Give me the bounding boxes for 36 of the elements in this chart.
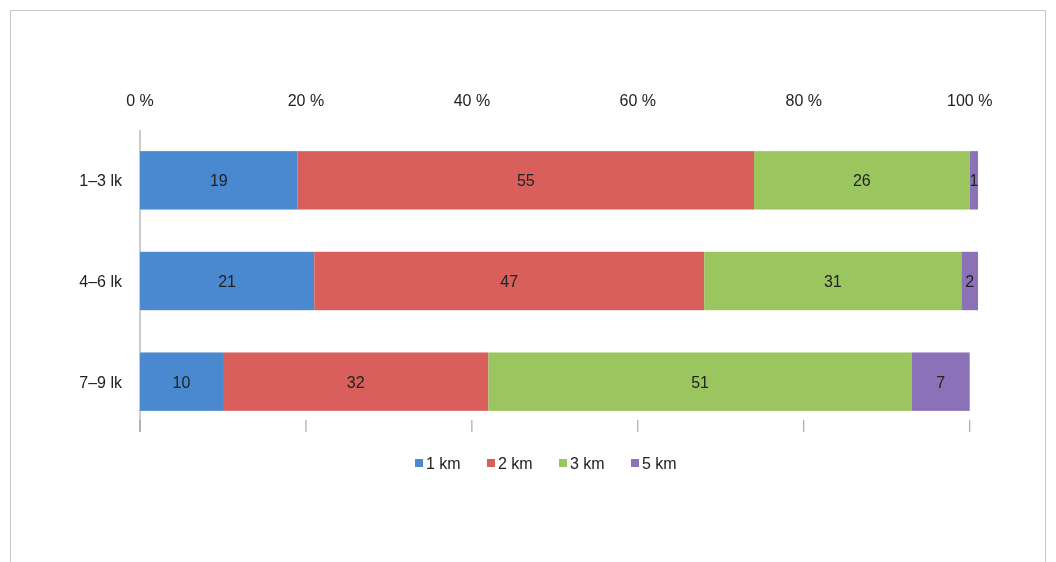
bar [488, 352, 912, 411]
data-label: 51 [691, 373, 710, 391]
bar [314, 251, 705, 311]
data-label: 2 [965, 273, 975, 290]
data-label: 7 [936, 373, 946, 391]
bar [704, 251, 962, 311]
legend-label: 1 km [426, 455, 461, 472]
bar [140, 151, 298, 210]
data-label: 19 [209, 172, 228, 190]
data-label: 1 [969, 172, 979, 190]
bar [911, 352, 970, 411]
data-label: 32 [346, 373, 365, 391]
data-label: 47 [500, 273, 519, 290]
x-tick-label: 0 % [126, 92, 154, 109]
bar [961, 251, 978, 311]
bar [140, 251, 315, 311]
x-tick-label: 100 % [947, 92, 993, 109]
data-label: 31 [823, 273, 842, 290]
x-tick-label: 40 % [453, 92, 491, 109]
data-label: 26 [852, 172, 871, 190]
x-tick-label: 60 % [619, 92, 657, 109]
legend-label: 5 km [642, 455, 677, 472]
bar [753, 151, 970, 210]
data-label: 55 [516, 172, 535, 190]
y-tick-label: 7–9 lk [79, 373, 123, 391]
legend-label: 2 km [498, 455, 533, 472]
y-tick-label: 1–3 lk [79, 172, 123, 190]
y-tick-label: 4–6 lk [79, 273, 123, 290]
bar [297, 151, 754, 210]
legend-label: 3 km [570, 455, 605, 472]
bar [140, 352, 223, 411]
data-label: 10 [172, 373, 191, 391]
bar [222, 352, 489, 411]
x-tick-label: 80 % [785, 92, 822, 109]
data-label: 21 [218, 273, 237, 290]
x-tick-label: 20 % [287, 92, 325, 109]
